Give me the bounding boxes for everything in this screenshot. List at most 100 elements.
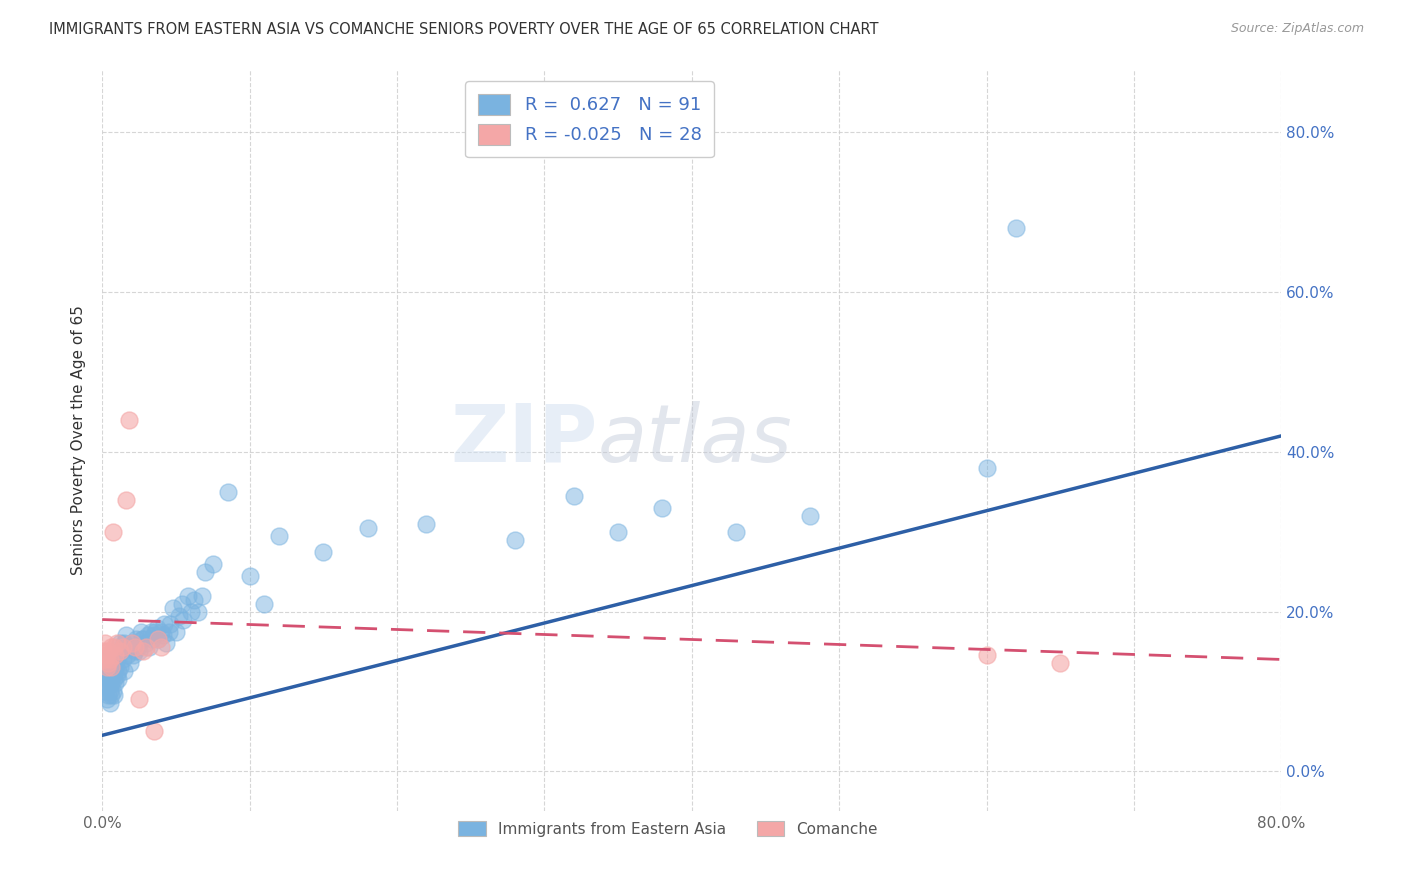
Point [187, 605, 209, 619]
Point [117, 648, 139, 663]
Point [100, 689, 122, 703]
Point [111, 640, 134, 655]
Point [121, 636, 143, 650]
Point [100, 640, 122, 655]
Point [101, 684, 124, 698]
Point [148, 632, 170, 647]
Point [98, 684, 121, 698]
Point [124, 640, 146, 655]
Point [165, 624, 187, 639]
Point [167, 608, 190, 623]
Point [267, 529, 290, 543]
Point [107, 665, 129, 679]
Point [132, 632, 155, 647]
Point [239, 568, 262, 582]
Point [135, 640, 157, 655]
Point [110, 644, 132, 658]
Point [201, 557, 224, 571]
Point [142, 628, 165, 642]
Point [172, 613, 194, 627]
Point [253, 597, 276, 611]
Point [127, 640, 149, 655]
Point [94, 636, 117, 650]
Point [114, 492, 136, 507]
Y-axis label: Seniors Poverty Over the Age of 65: Seniors Poverty Over the Age of 65 [72, 305, 86, 574]
Point [131, 632, 153, 647]
Point [217, 484, 239, 499]
Point [107, 673, 129, 687]
Point [976, 460, 998, 475]
Point [101, 524, 124, 539]
Point [98, 668, 121, 682]
Point [724, 524, 747, 539]
Text: atlas: atlas [598, 401, 792, 479]
Point [103, 689, 125, 703]
Point [159, 616, 181, 631]
Point [94, 652, 117, 666]
Point [101, 660, 124, 674]
Point [170, 597, 193, 611]
Point [104, 676, 127, 690]
Point [94, 660, 117, 674]
Point [150, 640, 173, 655]
Point [124, 644, 146, 658]
Point [155, 636, 177, 650]
Point [145, 620, 167, 634]
Point [121, 636, 143, 650]
Point [138, 640, 160, 655]
Point [101, 668, 124, 682]
Point [97, 657, 120, 671]
Point [180, 605, 202, 619]
Point [503, 533, 526, 547]
Point [105, 636, 128, 650]
Point [100, 660, 122, 674]
Point [100, 676, 122, 690]
Text: ZIP: ZIP [450, 401, 598, 479]
Point [148, 632, 170, 647]
Point [100, 665, 122, 679]
Point [105, 652, 128, 666]
Point [150, 624, 173, 639]
Point [651, 500, 673, 515]
Point [177, 589, 200, 603]
Point [356, 521, 378, 535]
Point [112, 665, 135, 679]
Point [129, 624, 152, 639]
Text: IMMIGRANTS FROM EASTERN ASIA VS COMANCHE SENIORS POVERTY OVER THE AGE OF 65 CORR: IMMIGRANTS FROM EASTERN ASIA VS COMANCHE… [49, 22, 879, 37]
Point [976, 648, 998, 663]
Point [157, 624, 180, 639]
Point [97, 660, 120, 674]
Point [96, 681, 118, 695]
Point [118, 413, 141, 427]
Point [183, 592, 205, 607]
Point [105, 668, 128, 682]
Point [94, 652, 117, 666]
Point [139, 624, 162, 639]
Point [93, 668, 115, 682]
Point [104, 660, 127, 674]
Point [128, 644, 150, 658]
Point [97, 689, 120, 703]
Point [135, 636, 157, 650]
Point [142, 724, 165, 739]
Point [141, 632, 163, 647]
Point [128, 692, 150, 706]
Point [312, 544, 335, 558]
Point [111, 652, 134, 666]
Point [103, 640, 125, 655]
Point [112, 636, 135, 650]
Point [122, 648, 145, 663]
Point [98, 652, 121, 666]
Point [104, 648, 127, 663]
Point [108, 660, 131, 674]
Point [96, 692, 118, 706]
Point [562, 489, 585, 503]
Point [114, 628, 136, 642]
Point [94, 676, 117, 690]
Point [1049, 657, 1071, 671]
Point [132, 644, 155, 658]
Point [799, 508, 821, 523]
Point [103, 665, 125, 679]
Point [96, 665, 118, 679]
Point [103, 673, 125, 687]
